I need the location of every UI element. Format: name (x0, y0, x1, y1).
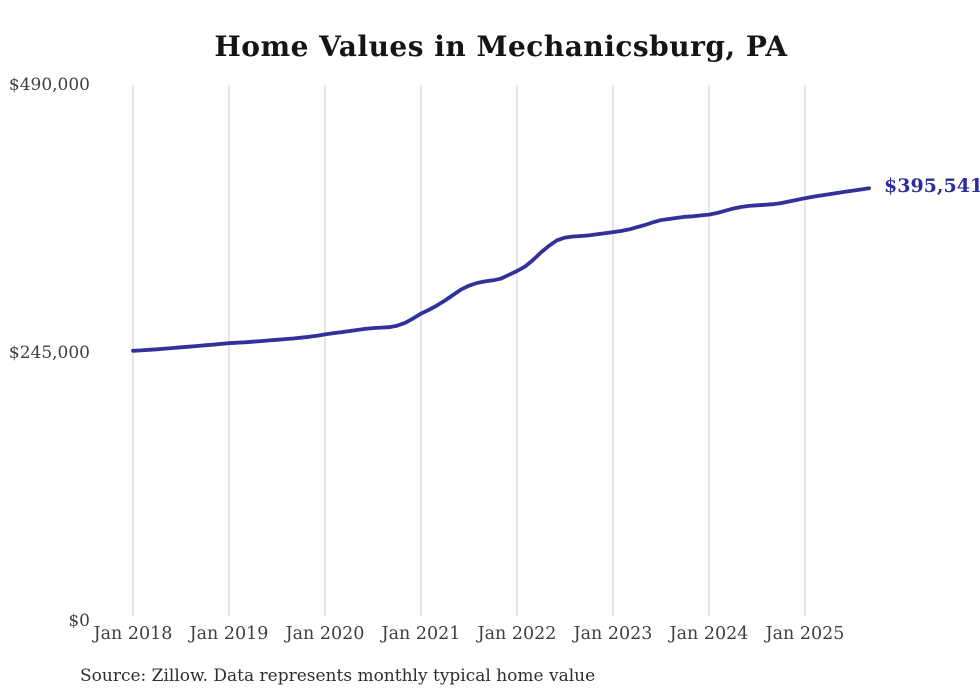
chart-title: Home Values in Mechanicsburg, PA (214, 30, 788, 63)
x-tick-label: Jan 2019 (189, 624, 269, 644)
x-tick-label: Jan 2023 (573, 624, 653, 644)
y-tick-label: $490,000 (8, 75, 90, 95)
x-tick-label: Jan 2018 (93, 624, 173, 644)
value-line (131, 186, 871, 353)
y-tick-label: $245,000 (8, 343, 90, 363)
x-tick-label: Jan 2022 (477, 624, 557, 644)
x-tick-label: Jan 2020 (285, 624, 365, 644)
x-tick-label: Jan 2025 (765, 624, 845, 644)
gridlines (132, 85, 806, 616)
x-tick-label: Jan 2021 (381, 624, 461, 644)
x-tick-label: Jan 2024 (669, 624, 749, 644)
y-tick-label: $0 (68, 611, 90, 631)
end-value-label: $395,541 (884, 175, 980, 198)
source-note: Source: Zillow. Data represents monthly … (80, 666, 596, 686)
